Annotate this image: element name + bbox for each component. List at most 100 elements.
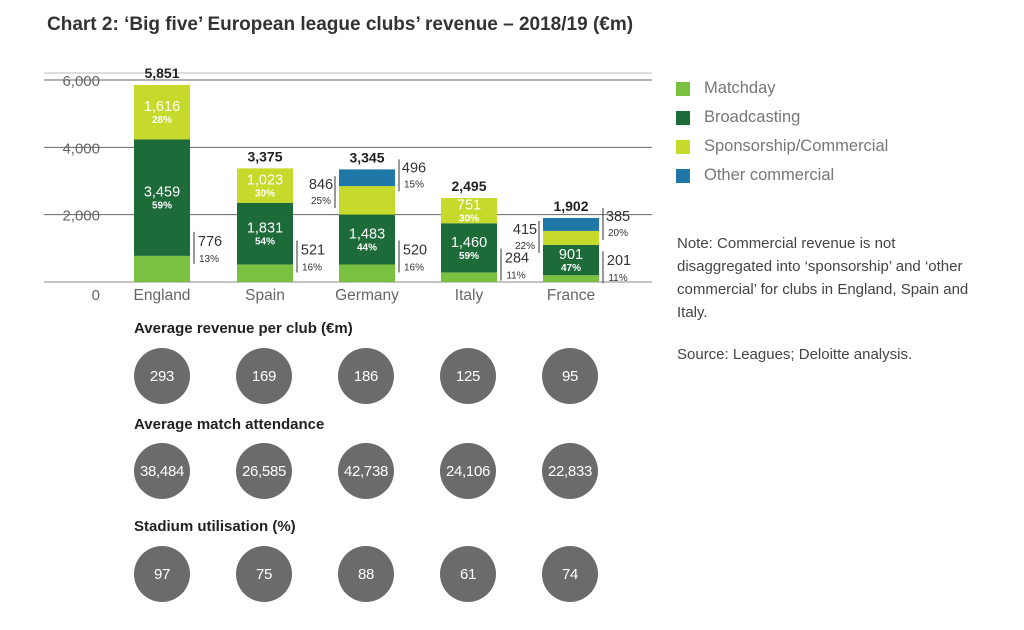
data-label-pct: 59% [459,251,479,262]
data-label: 521 [301,242,325,258]
avg-revenue-title: Average revenue per club (€m) [134,320,353,337]
chart-source: Source: Leagues; Deloitte analysis. [677,346,913,363]
data-label-pct: 59% [152,201,172,212]
data-label-pct: 11% [608,273,627,284]
attendance-circle: 26,585 [236,443,292,499]
bar-segment [441,272,497,282]
utilisation-title: Stadium utilisation (%) [134,518,296,535]
data-label: 751 [457,198,481,214]
data-label-pct: 20% [608,228,628,239]
bar-total-label: 1,902 [553,198,588,214]
bar-segment [543,217,599,231]
x-category-label: England [134,287,191,304]
chart-note: Note: Commercial revenue is not disaggre… [677,235,969,321]
bar-segment [237,264,293,282]
data-label-pct: 13% [199,254,219,265]
bar-segment [339,169,395,187]
data-label-pct: 30% [255,189,275,200]
attendance-circle: 22,833 [542,443,598,499]
avg-revenue-circle: 293 [134,348,190,404]
attendance-circle: 42,738 [338,443,394,499]
avg-revenue-circle: 125 [440,348,496,404]
bar-total-label: 5,851 [144,65,179,81]
legend-item-sponsorship: Sponsorship/Commercial [676,132,888,161]
attendance-circle: 38,484 [134,443,190,499]
y-tick-label: 2,000 [62,208,100,225]
bar-segment [134,255,190,282]
bar-segment [237,202,293,265]
attendance-title: Average match attendance [134,416,325,433]
bar-segment [134,85,190,140]
legend-label: Other commercial [704,166,835,184]
x-category-label: Italy [455,287,484,304]
bar-segment [339,264,395,282]
data-label-pct: 16% [302,262,322,273]
data-label: 901 [559,247,583,263]
bar-segment [339,186,395,215]
data-label-pct: 22% [515,241,535,252]
data-label-pct: 47% [561,263,581,274]
data-label: 1,460 [451,235,487,251]
legend-swatch-matchday [676,81,690,96]
bar-segment [134,139,190,256]
avg-revenue-circle: 169 [236,348,292,404]
data-label: 1,023 [247,173,283,189]
bar-segment [441,223,497,273]
bar-segment [441,198,497,224]
data-label: 385 [606,209,630,225]
x-category-label: Germany [335,287,399,304]
data-label: 201 [607,253,631,269]
data-label: 496 [402,160,426,176]
data-label: 846 [309,177,333,193]
legend-label: Sponsorship/Commercial [704,137,889,155]
legend-item-other-commercial: Other commercial [676,161,888,190]
data-label: 520 [403,242,427,258]
legend-label: Broadcasting [704,108,801,126]
data-label: 3,459 [144,185,180,201]
x-category-label: France [547,287,595,304]
avg-revenue-circle: 186 [338,348,394,404]
bar-total-label: 3,345 [349,149,384,165]
legend-swatch-broadcasting [676,110,690,125]
data-label-pct: 16% [404,262,424,273]
bar-total-label: 3,375 [247,148,282,164]
data-label-pct: 28% [152,115,172,126]
chart-title: Chart 2: ‘Big five’ European league club… [47,14,634,35]
data-label-pct: 11% [506,270,525,281]
data-label: 1,616 [144,99,180,115]
legend-item-matchday: Matchday [676,74,888,103]
data-label-pct: 30% [459,214,479,225]
bar-segment [339,214,395,265]
bar-total-label: 2,495 [451,178,486,194]
data-label: 1,831 [247,221,283,237]
data-label-pct: 54% [255,237,275,248]
x-category-label: Spain [245,287,285,304]
utilisation-circle: 88 [338,546,394,602]
data-label-pct: 15% [404,179,424,190]
data-label-pct: 44% [357,243,377,254]
y-tick-label: 0 [92,287,100,304]
y-tick-label: 4,000 [62,140,100,157]
legend-swatch-other-commercial [676,168,690,183]
bar-segment [543,244,599,276]
legend-item-broadcasting: Broadcasting [676,103,888,132]
legend-swatch-sponsorship [676,139,690,154]
utilisation-circle: 74 [542,546,598,602]
attendance-circle: 24,106 [440,443,496,499]
data-label: 284 [505,250,529,266]
utilisation-circle: 75 [236,546,292,602]
bar-segment [543,230,599,245]
avg-revenue-circle: 95 [542,348,598,404]
data-label: 415 [513,222,537,238]
legend: Matchday Broadcasting Sponsorship/Commer… [676,74,888,190]
data-label-pct: 25% [311,196,331,207]
utilisation-circle: 61 [440,546,496,602]
legend-label: Matchday [704,79,776,97]
utilisation-circle: 97 [134,546,190,602]
data-label: 776 [198,234,222,250]
bar-segment [237,168,293,203]
bar-segment [543,275,599,282]
data-label: 1,483 [349,227,385,243]
y-tick-label: 6,000 [62,73,100,90]
